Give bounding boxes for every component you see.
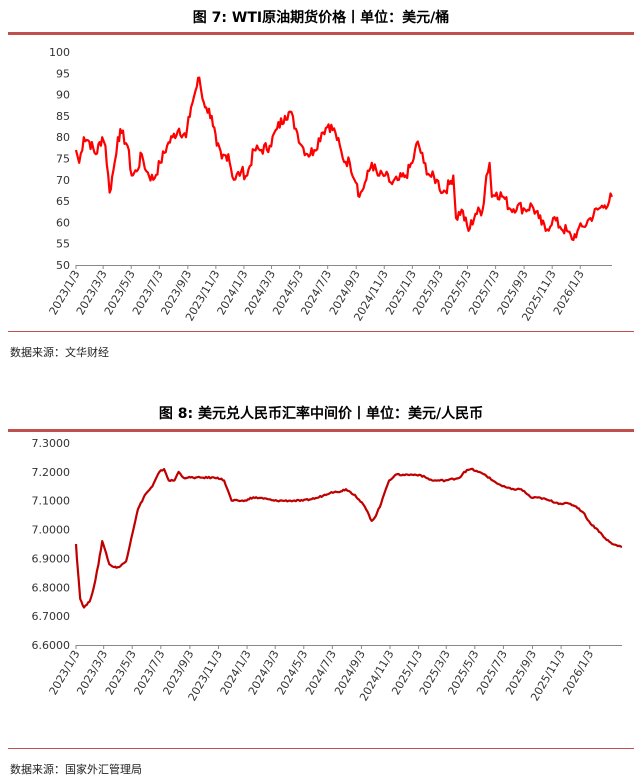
y-tick-label: 100: [49, 46, 70, 59]
y-tick-label: 90: [56, 89, 70, 102]
y-tick-label: 60: [56, 216, 70, 229]
y-tick-label: 7.3000: [32, 437, 71, 450]
chart1-source: 数据来源：文华财经: [10, 346, 109, 359]
series-line: [74, 76, 614, 242]
chart1-bottom-rule: [8, 331, 634, 332]
y-tick-label: 50: [56, 259, 70, 272]
y-tick-label: 6.8000: [32, 581, 71, 594]
y-tick-label: 65: [56, 195, 70, 208]
chart2-title: 图 8: 美元兑人民币汇率中间价丨单位：美元/人民币: [158, 406, 484, 422]
chart2-bottom-rule: [8, 748, 634, 749]
y-tick-label: 70: [56, 174, 70, 187]
chart2-source: 数据来源：国家外汇管理局: [10, 763, 142, 776]
wti-chart: 505560657075808590951002023/1/32023/3/32…: [47, 46, 614, 323]
usdcny-chart: 6.6000 6.7000 6.8000 6.9000 7.0000 7.1000 7.20…: [32, 437, 623, 703]
y-tick-label: 75: [56, 153, 70, 166]
chart1-title: 图 7: WTI原油期货价格丨单位：美元/桶: [192, 10, 450, 26]
y-tick-label: 7.0000: [32, 524, 71, 537]
y-tick-label: 95: [56, 67, 70, 80]
series-line: [74, 467, 623, 609]
y-tick-label: 85: [56, 110, 70, 123]
y-tick-label: 7.1000: [32, 495, 71, 508]
y-tick-label: 80: [56, 131, 70, 144]
chart2-top-rule: [8, 429, 634, 432]
y-tick-label: 7.2000: [32, 466, 71, 479]
y-tick-label: 55: [56, 238, 70, 251]
y-tick-label: 6.9000: [32, 552, 71, 565]
chart1-top-rule: [8, 32, 634, 35]
y-tick-label: 6.7000: [32, 610, 71, 623]
y-tick-label: 6.6000: [32, 639, 71, 652]
